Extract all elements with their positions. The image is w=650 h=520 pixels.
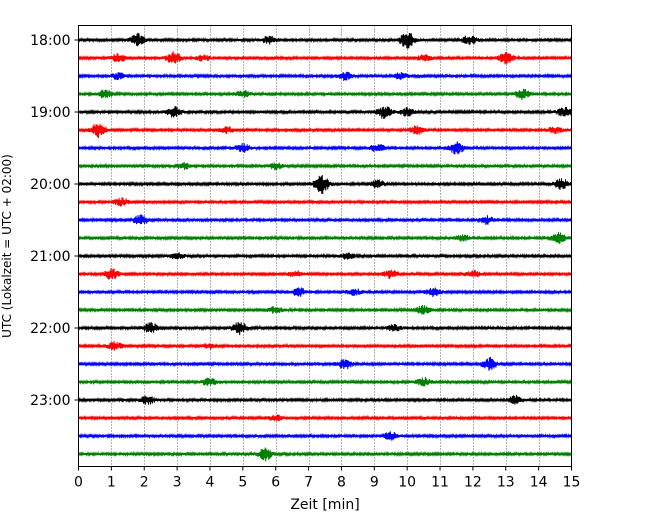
trace-2245 bbox=[78, 377, 572, 387]
trace-2300 bbox=[78, 394, 572, 405]
trace-2115 bbox=[78, 268, 572, 280]
x-tick-label-14: 14 bbox=[530, 475, 548, 491]
trace-2000 bbox=[78, 174, 572, 194]
x-tick-label-11: 11 bbox=[431, 475, 449, 491]
x-tick-label-13: 13 bbox=[497, 475, 515, 491]
trace-1845 bbox=[78, 88, 572, 101]
y-tick-label-2000: 20:00 bbox=[30, 177, 70, 193]
trace-2045 bbox=[78, 231, 572, 244]
trace-2315 bbox=[78, 414, 572, 422]
x-tick-label-3: 3 bbox=[173, 475, 182, 491]
plot-frame bbox=[78, 25, 572, 467]
trace-1915 bbox=[78, 123, 572, 139]
seismogram-traces bbox=[78, 32, 572, 462]
trace-2230 bbox=[78, 356, 572, 371]
trace-1945 bbox=[78, 161, 572, 171]
x-axis-label: Zeit [min] bbox=[290, 497, 359, 513]
trace-2100 bbox=[78, 252, 572, 260]
trace-1900 bbox=[78, 105, 572, 119]
trace-2215 bbox=[78, 340, 572, 351]
trace-2015 bbox=[78, 196, 572, 207]
trace-2030 bbox=[78, 214, 572, 226]
trace-1815 bbox=[78, 51, 572, 65]
y-tick-label-2300: 23:00 bbox=[30, 393, 70, 409]
trace-2200 bbox=[78, 321, 572, 336]
x-tick-label-15: 15 bbox=[563, 475, 581, 491]
trace-1930 bbox=[78, 141, 572, 155]
trace-2330 bbox=[78, 431, 572, 441]
x-tick-label-10: 10 bbox=[398, 475, 416, 491]
x-tick-label-8: 8 bbox=[337, 475, 346, 491]
y-tick-label-2100: 21:00 bbox=[30, 249, 70, 265]
x-tick-label-1: 1 bbox=[107, 475, 116, 491]
x-axis-ticks: 0 1 2 3 4 5 6 7 8 9 10 11 12 13 14 15 bbox=[74, 466, 581, 491]
trace-2345 bbox=[78, 447, 572, 462]
trace-1830 bbox=[78, 71, 572, 81]
trace-2130 bbox=[78, 287, 572, 298]
x-tick-label-0: 0 bbox=[74, 475, 83, 491]
trace-1800 bbox=[78, 32, 572, 49]
x-tick-label-5: 5 bbox=[238, 475, 247, 491]
y-axis-ticks: 18:00 19:00 20:00 21:00 22:00 23:00 bbox=[30, 33, 79, 409]
x-tick-label-7: 7 bbox=[304, 475, 313, 491]
x-tick-label-12: 12 bbox=[464, 475, 482, 491]
x-tick-label-9: 9 bbox=[370, 475, 379, 491]
trace-2145 bbox=[78, 304, 572, 315]
x-tick-label-6: 6 bbox=[271, 475, 280, 491]
y-tick-label-1800: 18:00 bbox=[30, 33, 70, 49]
y-tick-label-1900: 19:00 bbox=[30, 105, 70, 121]
x-tick-label-4: 4 bbox=[206, 475, 215, 491]
y-axis-label: UTC (Lokalzeit = UTC + 02:00) bbox=[0, 154, 14, 338]
x-tick-label-2: 2 bbox=[140, 475, 149, 491]
y-tick-label-2200: 22:00 bbox=[30, 321, 70, 337]
